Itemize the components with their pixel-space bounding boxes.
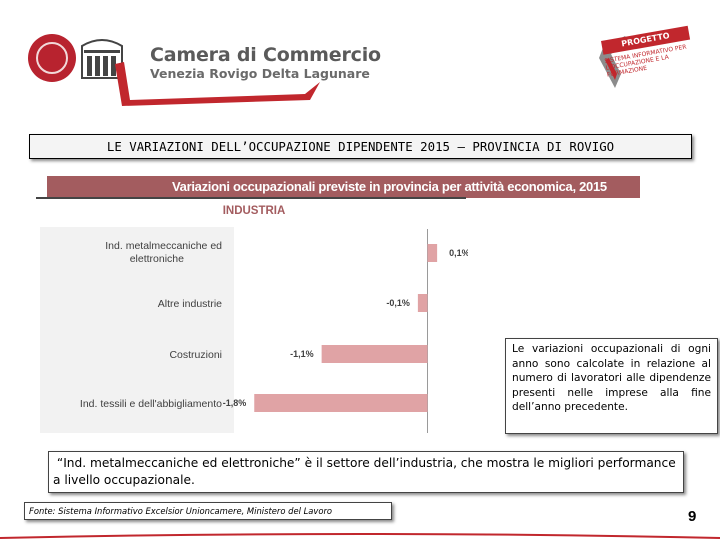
chart-title: Variazioni occupazionali previste in pro… [172,179,607,194]
chamber-swoosh-logo [115,62,320,106]
source-note: Fonte: Sistema Informativo Excelsior Uni… [24,502,392,520]
side-note: Le variazioni occupazionali di ogni anno… [505,338,718,434]
chart-value-label: -1,8% [223,398,247,408]
chart-category-label: Ind. metalmeccaniche ed elettroniche [105,240,222,265]
chart-category-label: Ind. tessili e dell'abbigliamento [80,398,222,410]
page-number: 9 [688,508,697,525]
bar-chart: INDUSTRIA Ind. metalmeccaniche ed elettro… [80,205,468,433]
chart-category-label: Altre industrie [158,298,222,310]
chart-category-label: Costruzioni [169,349,222,361]
chart-title-bar: Variazioni occupazionali previste in pro… [47,176,640,198]
chart-value-label: -1,1% [290,349,314,359]
chart-bar [427,244,438,262]
chart-bar [321,345,428,363]
chamber-seal-logo [28,34,76,82]
conclusion-highlight: “Ind. metalmeccaniche ed elettroniche” [56,456,301,470]
chart-value-label: -0,1% [386,298,410,308]
slide-title: LE VARIAZIONI DELL’OCCUPAZIONE DIPENDENT… [29,134,692,159]
chart-bar [254,394,428,412]
chamber-name: Camera di Commercio [150,44,381,66]
chart-bar [417,294,428,312]
conclusion-text: è il settore dell’industria, che mostra … [53,456,676,487]
chamber-subtitle: Venezia Rovigo Delta Lagunare [150,66,370,81]
conclusion-note: “Ind. metalmeccaniche ed elettroniche” è… [48,451,684,493]
chart-subtitle: INDUSTRIA [223,205,286,217]
chart-value-label: 0,1% [449,248,468,258]
footer-line [0,533,720,539]
chart-divider [36,197,466,199]
